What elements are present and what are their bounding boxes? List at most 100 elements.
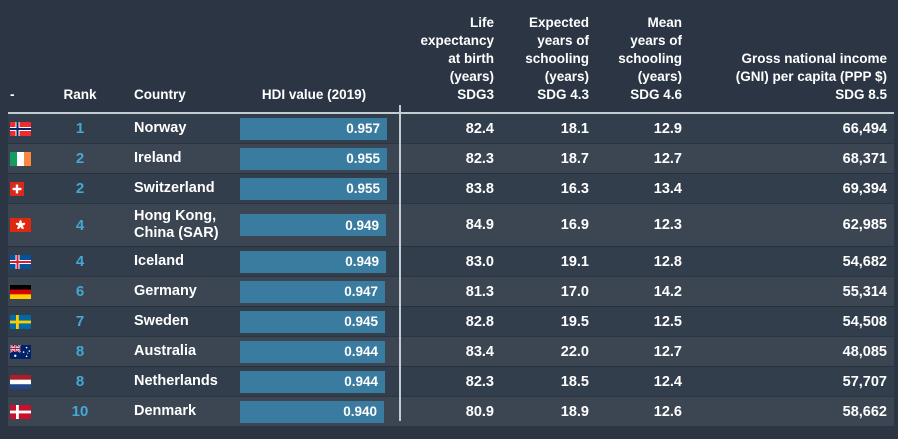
table-row: 8 Netherlands 0.944 82.3 18.5 12.4 57,707 — [8, 366, 894, 396]
hdi-value: 0.945 — [344, 314, 378, 329]
hdi-value: 0.949 — [345, 217, 379, 233]
column-header-flag: - — [10, 87, 15, 102]
column-header-life-expectancy: Life expectancy at birth (years) SDG3 — [420, 15, 494, 102]
gni-per-capita-value: 58,662 — [842, 403, 887, 420]
table-row: 1 Norway 0.957 82.4 18.1 12.9 66,494 — [8, 114, 894, 143]
country-name: Iceland — [134, 253, 184, 269]
expected-schooling-value: 18.7 — [560, 150, 589, 167]
hdi-value: 0.955 — [346, 181, 380, 196]
expected-schooling-value: 18.5 — [560, 373, 589, 390]
denmark-flag-icon — [8, 404, 52, 419]
mean-schooling-value: 12.4 — [653, 373, 682, 390]
table-row: 4 Iceland 0.949 83.0 19.1 12.8 54,682 — [8, 246, 894, 276]
hdi-value-bar: 0.945 — [240, 310, 385, 333]
hdi-value-bar: 0.955 — [240, 147, 387, 170]
rank-value: 8 — [75, 373, 85, 390]
mean-schooling-value: 12.3 — [653, 217, 682, 233]
country-name: Hong Kong, China (SAR) — [134, 208, 219, 241]
hdi-value-bar: 0.949 — [240, 214, 386, 236]
country-name: Australia — [134, 343, 197, 359]
hdi-value-bar: 0.949 — [240, 250, 386, 273]
expected-schooling-value: 18.9 — [560, 403, 589, 420]
column-header-mean-schooling: Mean years of schooling (years) SDG 4.6 — [618, 15, 682, 102]
rank-value: 2 — [75, 150, 85, 167]
expected-schooling-value: 19.5 — [560, 313, 589, 330]
hdi-bar-cell: 0.947 — [232, 280, 396, 303]
hdi-value: 0.944 — [344, 344, 378, 359]
life-expectancy-value: 84.9 — [465, 217, 494, 233]
life-expectancy-value: 83.8 — [465, 180, 494, 197]
hdi-bar-cell: 0.949 — [232, 214, 396, 236]
hdi-bar-cell: 0.949 — [232, 250, 396, 273]
rank-value: 10 — [71, 403, 89, 420]
column-header-gni: Gross national income (GNI) per capita (… — [735, 51, 887, 102]
mean-schooling-value: 14.2 — [653, 283, 682, 300]
hdi-value: 0.940 — [343, 404, 377, 419]
norway-flag-icon — [8, 121, 52, 136]
expected-schooling-value: 17.0 — [560, 283, 589, 300]
country-name: Norway — [134, 120, 187, 136]
gni-per-capita-value: 54,682 — [842, 253, 887, 270]
table-row: 2 Switzerland 0.955 83.8 16.3 13.4 69,394 — [8, 173, 894, 203]
life-expectancy-value: 81.3 — [465, 283, 494, 300]
life-expectancy-value: 83.4 — [465, 343, 494, 360]
gni-per-capita-value: 48,085 — [842, 343, 887, 360]
germany-flag-icon — [8, 284, 52, 299]
hdi-value-bar: 0.957 — [240, 117, 387, 140]
mean-schooling-value: 12.5 — [653, 313, 682, 330]
life-expectancy-value: 80.9 — [465, 403, 494, 420]
table-row: 8 Australia 0.944 83.4 22.0 12.7 48,085 — [8, 336, 894, 366]
hdi-bar-cell: 0.955 — [232, 177, 396, 200]
life-expectancy-value: 82.8 — [465, 313, 494, 330]
expected-schooling-value: 16.9 — [560, 217, 589, 233]
gni-per-capita-value: 55,314 — [842, 283, 887, 300]
table-header-row: - Rank Country HDI value (2019) Life exp… — [8, 0, 894, 112]
hdi-value: 0.949 — [345, 254, 379, 269]
gni-per-capita-value: 69,394 — [842, 180, 887, 197]
expected-schooling-value: 22.0 — [560, 343, 589, 360]
country-name: Switzerland — [134, 180, 215, 196]
gni-per-capita-value: 54,508 — [842, 313, 887, 330]
gni-per-capita-value: 68,371 — [842, 150, 887, 167]
hdi-value: 0.957 — [346, 121, 380, 136]
table-row: 2 Ireland 0.955 82.3 18.7 12.7 68,371 — [8, 143, 894, 173]
rank-value: 2 — [75, 180, 85, 197]
life-expectancy-value: 82.3 — [465, 373, 494, 390]
mean-schooling-value: 12.7 — [653, 343, 682, 360]
mean-schooling-value: 12.9 — [653, 120, 682, 137]
switzerland-flag-icon — [8, 181, 52, 196]
hdi-bar-cell: 0.944 — [232, 370, 396, 393]
hdi-bar-cell: 0.955 — [232, 147, 396, 170]
hdi-value-bar: 0.944 — [240, 370, 385, 393]
column-separator-line — [399, 105, 401, 421]
table-body: 1 Norway 0.957 82.4 18.1 12.9 66,494 2 Ireland 0.… — [0, 114, 898, 426]
column-header-expected-schooling: Expected years of schooling (years) SDG … — [525, 15, 589, 102]
mean-schooling-value: 12.7 — [653, 150, 682, 167]
hdi-value-bar: 0.947 — [240, 280, 385, 303]
mean-schooling-value: 12.8 — [653, 253, 682, 270]
expected-schooling-value: 18.1 — [560, 120, 589, 137]
expected-schooling-value: 16.3 — [560, 180, 589, 197]
rank-value: 4 — [75, 253, 85, 270]
hdi-value: 0.955 — [346, 151, 380, 166]
life-expectancy-value: 82.4 — [465, 120, 494, 137]
column-header-hdi: HDI value (2019) — [261, 87, 367, 102]
ireland-flag-icon — [8, 151, 52, 166]
hdi-value-bar: 0.940 — [240, 400, 384, 423]
rank-value: 1 — [75, 120, 85, 137]
column-header-country: Country — [134, 87, 186, 102]
iceland-flag-icon — [8, 254, 52, 269]
hongkong-flag-icon — [8, 218, 52, 232]
hdi-bar-cell: 0.944 — [232, 340, 396, 363]
mean-schooling-value: 13.4 — [653, 180, 682, 197]
hdi-value: 0.947 — [344, 284, 378, 299]
rank-value: 8 — [75, 343, 85, 360]
australia-flag-icon — [8, 344, 52, 359]
header-divider-line — [8, 112, 894, 114]
hdi-bar-cell: 0.957 — [232, 117, 396, 140]
country-name: Sweden — [134, 313, 189, 329]
hdi-value-bar: 0.955 — [240, 177, 387, 200]
hdi-value-bar: 0.944 — [240, 340, 385, 363]
gni-per-capita-value: 66,494 — [842, 120, 887, 137]
gni-per-capita-value: 57,707 — [842, 373, 887, 390]
